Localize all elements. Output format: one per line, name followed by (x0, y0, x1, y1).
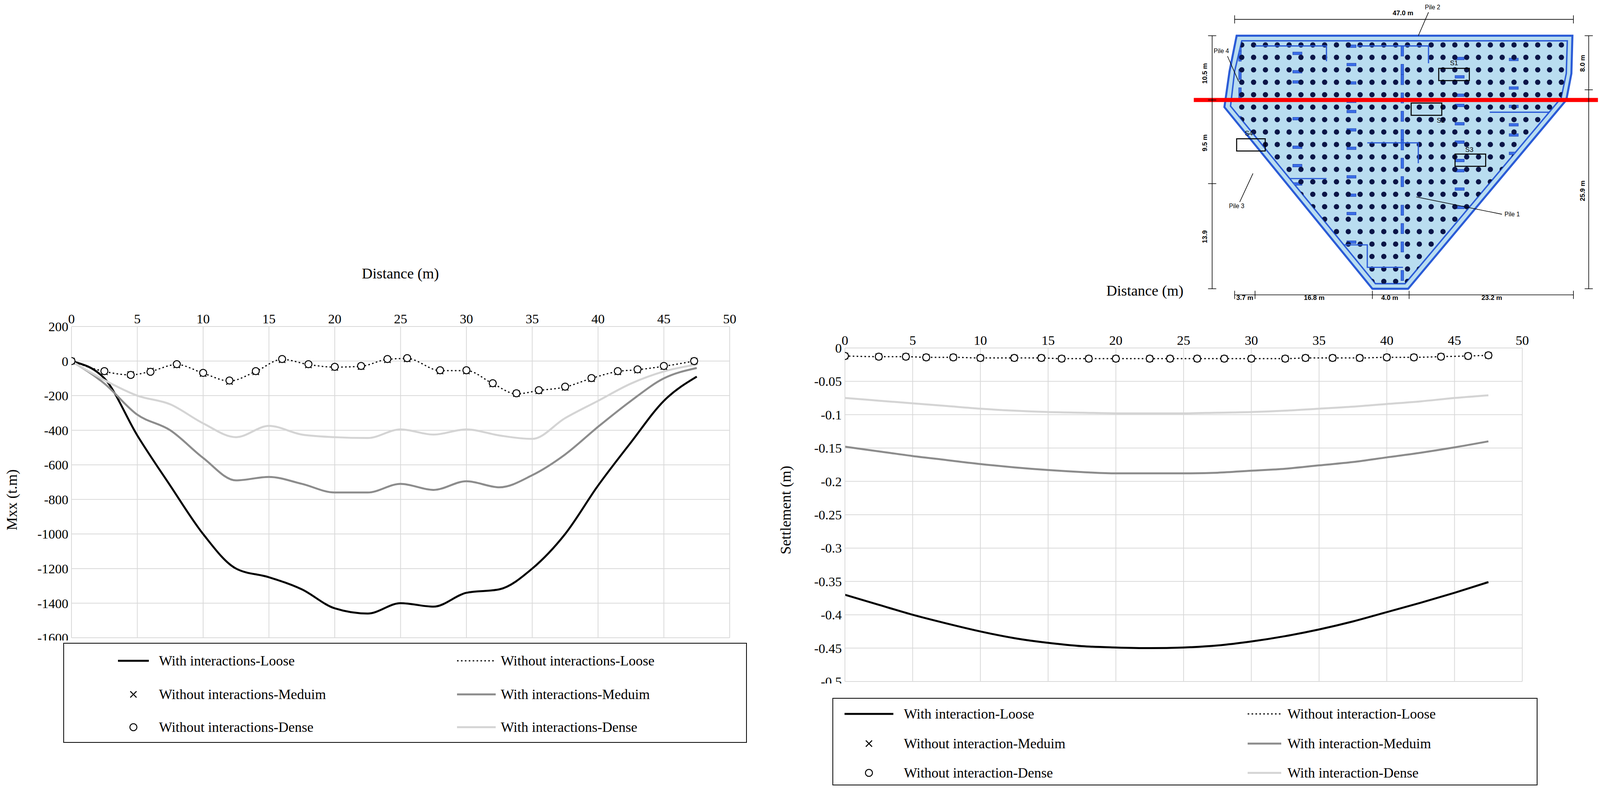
svg-text:-0.2: -0.2 (820, 474, 842, 490)
svg-text:10: 10 (973, 333, 988, 348)
svg-text:10: 10 (196, 311, 210, 327)
svg-text:-1600: -1600 (37, 630, 69, 641)
svg-text:S3: S3 (1465, 146, 1474, 154)
html-text:Without interactions-Meduim: Without interactions-Meduim (158, 686, 326, 703)
svg-text:S1: S1 (1450, 59, 1459, 67)
svg-text:30: 30 (459, 311, 474, 327)
html-text:With interactions-Meduim: With interactions-Meduim (500, 686, 650, 703)
svg-text:Pile 4: Pile 4 (1213, 47, 1229, 55)
svg-text:-0.3: -0.3 (820, 541, 842, 556)
html-text:Without interactions-Dense: Without interactions-Dense (158, 719, 314, 736)
svg-text:30: 30 (1244, 333, 1258, 348)
svg-text:-0.1: -0.1 (820, 407, 842, 423)
svg-text:-0.15: -0.15 (814, 441, 842, 456)
svg-text:10.5 m: 10.5 m (1201, 63, 1209, 84)
svg-text:-200: -200 (44, 388, 69, 404)
svg-text:S4: S4 (1244, 129, 1254, 138)
svg-text:-600: -600 (44, 457, 69, 473)
svg-text:0: 0 (68, 311, 75, 327)
svg-text:47.0 m: 47.0 m (1392, 9, 1414, 17)
svg-text:Pile 1: Pile 1 (1504, 210, 1520, 218)
svg-text:9.5 m: 9.5 m (1201, 134, 1209, 152)
html-text:Without interaction-Meduim: Without interaction-Meduim (903, 735, 1066, 752)
html-text:Without interactions-Loose: Without interactions-Loose (500, 653, 655, 669)
svg-text:40: 40 (591, 311, 605, 327)
html-text:Settlement (m): Settlement (m) (777, 465, 794, 555)
svg-text:-0.45: -0.45 (814, 641, 842, 656)
html-text:Distance (m): Distance (m) (361, 265, 439, 282)
html-text:Mxx (t.m): Mxx (t.m) (3, 469, 20, 531)
html-text:With interaction-Dense: With interaction-Dense (1287, 765, 1419, 781)
svg-text:15: 15 (1041, 333, 1055, 348)
svg-text:8.0 m: 8.0 m (1578, 54, 1587, 72)
svg-text:-1000: -1000 (37, 526, 69, 542)
svg-text:25: 25 (1176, 333, 1191, 348)
svg-text:45: 45 (1448, 333, 1462, 348)
svg-text:3.7 m: 3.7 m (1236, 294, 1254, 302)
svg-text:-0.35: -0.35 (814, 574, 842, 590)
svg-text:13.9: 13.9 (1201, 230, 1209, 244)
svg-text:16.8 m: 16.8 m (1303, 294, 1325, 302)
svg-text:35: 35 (525, 311, 540, 327)
svg-text:-800: -800 (44, 492, 69, 508)
svg-text:-1200: -1200 (37, 561, 69, 577)
svg-text:40: 40 (1380, 333, 1394, 348)
svg-text:25: 25 (394, 311, 408, 327)
html-text:With interaction-Loose: With interaction-Loose (903, 706, 1035, 722)
svg-text:Pile 3: Pile 3 (1228, 202, 1245, 210)
svg-text:20: 20 (328, 311, 342, 327)
html-text:Without interaction-Dense: Without interaction-Dense (903, 765, 1053, 781)
svg-text:-0.4: -0.4 (820, 607, 842, 623)
svg-text:50: 50 (723, 311, 737, 327)
svg-text:5: 5 (133, 311, 141, 327)
html-text:Without interaction-Loose: Without interaction-Loose (1287, 706, 1436, 722)
html-text:With interactions-Dense: With interactions-Dense (500, 719, 638, 736)
svg-text:200: 200 (48, 319, 69, 334)
svg-text:-400: -400 (44, 423, 69, 438)
svg-text:35: 35 (1312, 333, 1326, 348)
html-text:With interaction-Meduim: With interaction-Meduim (1287, 735, 1432, 752)
svg-text:5: 5 (909, 333, 917, 348)
svg-text:25.9 m: 25.9 m (1578, 180, 1587, 202)
svg-text:Pile 2: Pile 2 (1425, 3, 1441, 11)
html-text:Distance (m): Distance (m) (1106, 282, 1184, 299)
svg-text:0: 0 (835, 341, 842, 356)
svg-text:0: 0 (841, 333, 849, 348)
svg-text:-1400: -1400 (37, 596, 69, 611)
svg-text:20: 20 (1109, 333, 1123, 348)
svg-text:-0.25: -0.25 (814, 507, 842, 523)
svg-text:4.0 m: 4.0 m (1381, 294, 1399, 302)
svg-text:45: 45 (657, 311, 671, 327)
svg-text:-0.5: -0.5 (820, 674, 842, 684)
svg-text:50: 50 (1515, 333, 1529, 348)
svg-text:0: 0 (61, 354, 69, 369)
svg-text:15: 15 (262, 311, 276, 327)
html-text:With interactions-Loose: With interactions-Loose (158, 653, 295, 669)
svg-text:-0.05: -0.05 (814, 374, 842, 389)
svg-text:S2: S2 (1436, 116, 1445, 125)
svg-text:23.2 m: 23.2 m (1481, 294, 1503, 302)
